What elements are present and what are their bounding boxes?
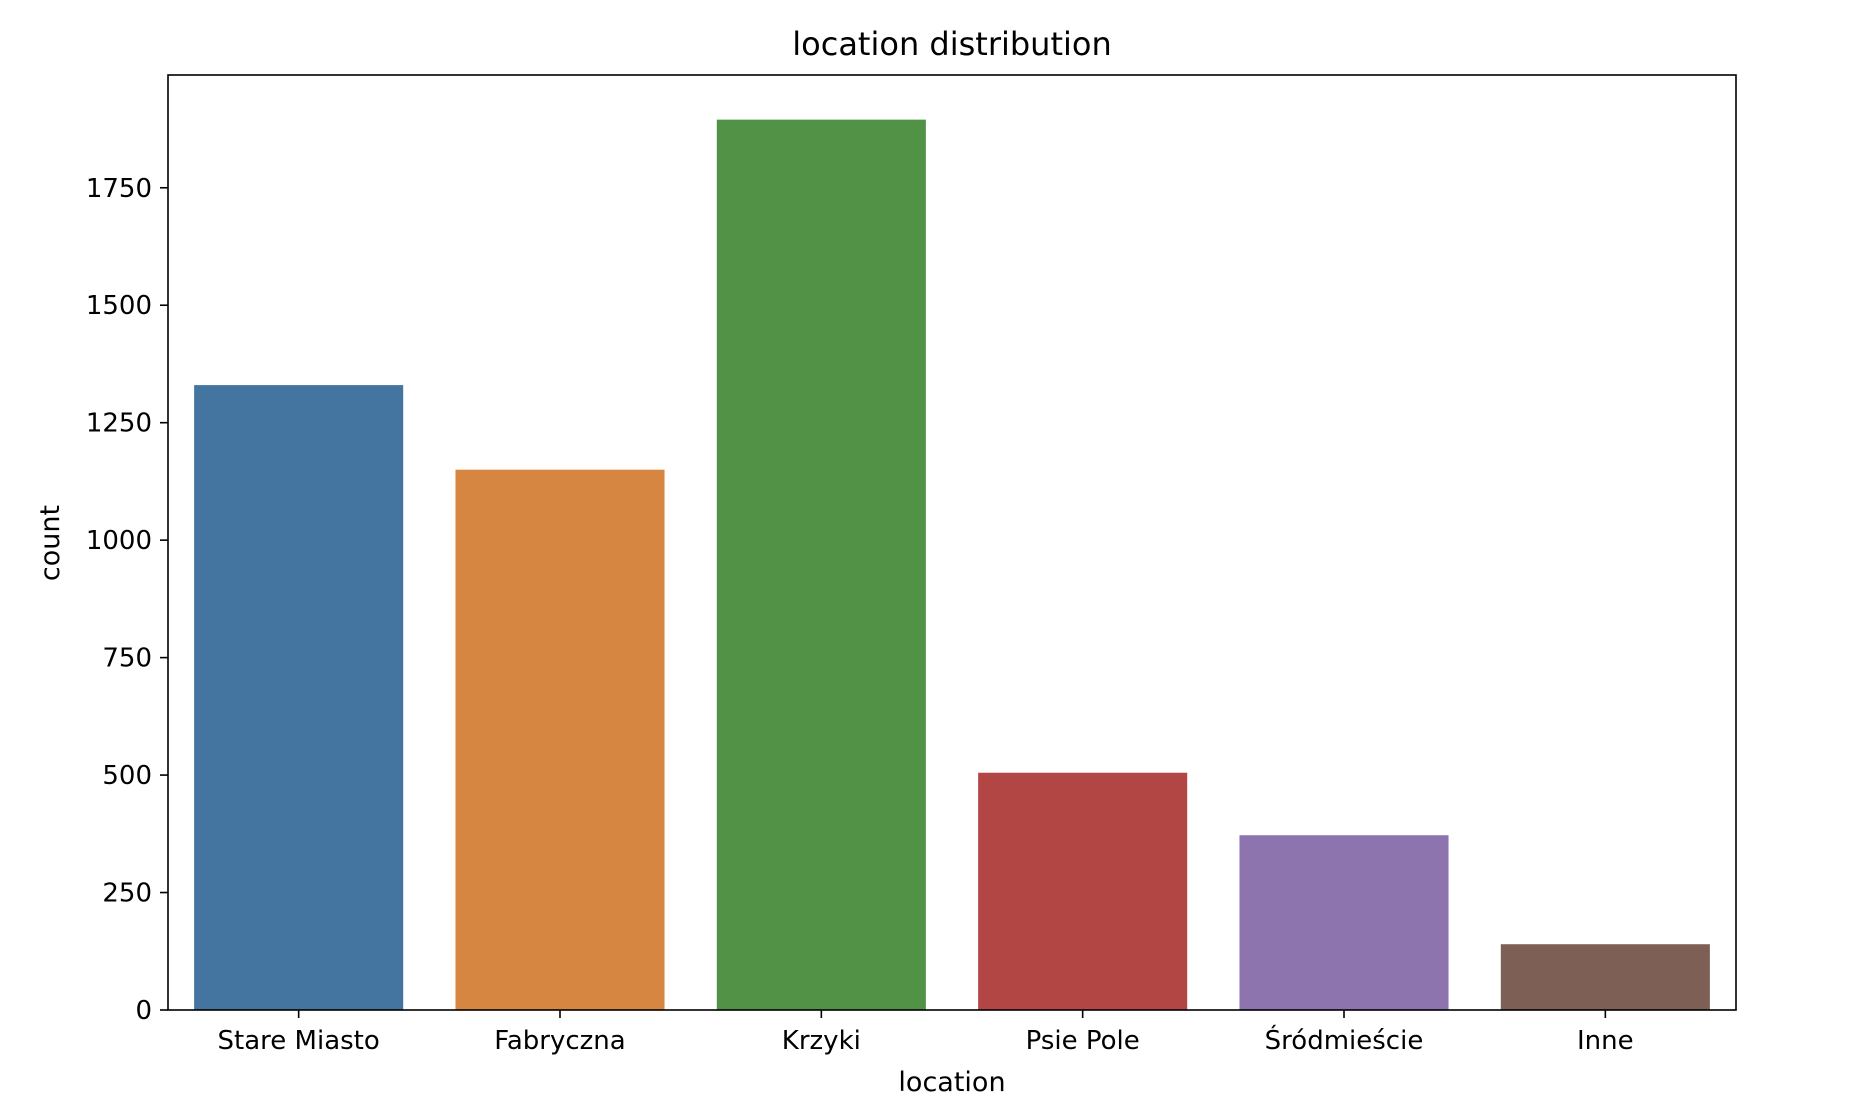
plot-frame	[167, 74, 1737, 1011]
bar-krzyki	[716, 119, 926, 1010]
y-tick-label: 1000	[86, 526, 152, 556]
x-tick-label: Śródmieście	[1265, 1024, 1424, 1056]
y-tick-label: 250	[102, 879, 152, 909]
x-tick-label: Inne	[1577, 1026, 1634, 1056]
x-tick-label: Psie Pole	[1026, 1026, 1140, 1056]
y-tick-label: 1250	[86, 409, 152, 439]
y-axis-label: count	[35, 505, 66, 581]
bar-psie-pole	[978, 772, 1188, 1010]
y-tick-label: 750	[102, 644, 152, 674]
x-tick-label: Fabryczna	[494, 1026, 625, 1056]
y-axis: 0 250 500 750 1000 1250 1500 1750	[86, 174, 168, 1026]
x-tick-label: Krzyki	[782, 1026, 861, 1056]
bar-inne	[1500, 944, 1710, 1010]
y-tick-label: 500	[102, 761, 152, 791]
bar-stare-miasto	[194, 385, 404, 1011]
y-tick-label: 1500	[86, 291, 152, 321]
x-tick-label: Stare Miasto	[218, 1026, 380, 1056]
bars-layer	[194, 119, 1710, 1011]
bar-śródmieście	[1239, 835, 1449, 1010]
y-tick-label: 0	[135, 996, 152, 1026]
bar-fabryczna	[455, 469, 665, 1010]
y-tick-label: 1750	[86, 174, 152, 204]
chart-title: location distribution	[792, 25, 1112, 63]
x-axis-label: location	[898, 1067, 1005, 1098]
x-axis: Stare Miasto Fabryczna Krzyki Psie Pole Śród…	[218, 1010, 1634, 1056]
